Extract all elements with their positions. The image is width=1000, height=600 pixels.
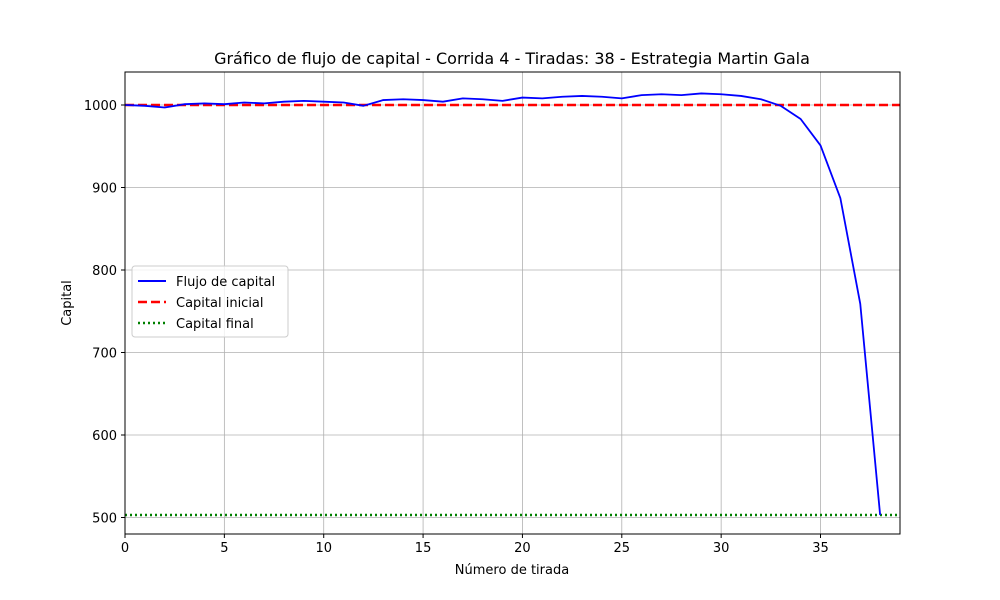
x-axis-label: Número de tirada — [455, 563, 569, 578]
x-tick-label: 15 — [415, 541, 432, 556]
x-tick-label: 10 — [315, 541, 332, 556]
y-tick-label: 800 — [92, 264, 117, 279]
legend-box — [131, 265, 289, 338]
x-tick-label: 30 — [713, 541, 730, 556]
legend-entry-final: Capital final — [176, 317, 254, 332]
x-tick-label: 0 — [121, 541, 129, 556]
y-tick-label: 600 — [92, 429, 117, 444]
legend: Flujo de capital Capital inicial Capital… — [131, 265, 289, 338]
y-tick-label: 700 — [92, 347, 117, 362]
series-layer — [124, 92, 900, 517]
y-tick-label: 1000 — [84, 99, 117, 114]
x-tick-label: 35 — [812, 541, 829, 556]
y-tick-label: 500 — [92, 512, 117, 527]
series-flujo-de-capital — [124, 92, 882, 516]
legend-entry-inicial: Capital inicial — [176, 296, 264, 311]
x-tick-label: 20 — [514, 541, 531, 556]
y-axis-label: Capital — [60, 280, 75, 326]
chart-title: Gráfico de flujo de capital - Corrida 4 … — [214, 49, 810, 68]
legend-entry-flujo: Flujo de capital — [176, 275, 275, 290]
grid — [124, 72, 900, 534]
y-tick-label: 900 — [92, 182, 117, 197]
ticks: 0 5 10 15 20 25 30 35 500 600 700 800 900 1000 — [84, 99, 829, 556]
x-tick-label: 5 — [220, 541, 228, 556]
plot-frame — [124, 71, 901, 535]
x-tick-label: 25 — [614, 541, 631, 556]
